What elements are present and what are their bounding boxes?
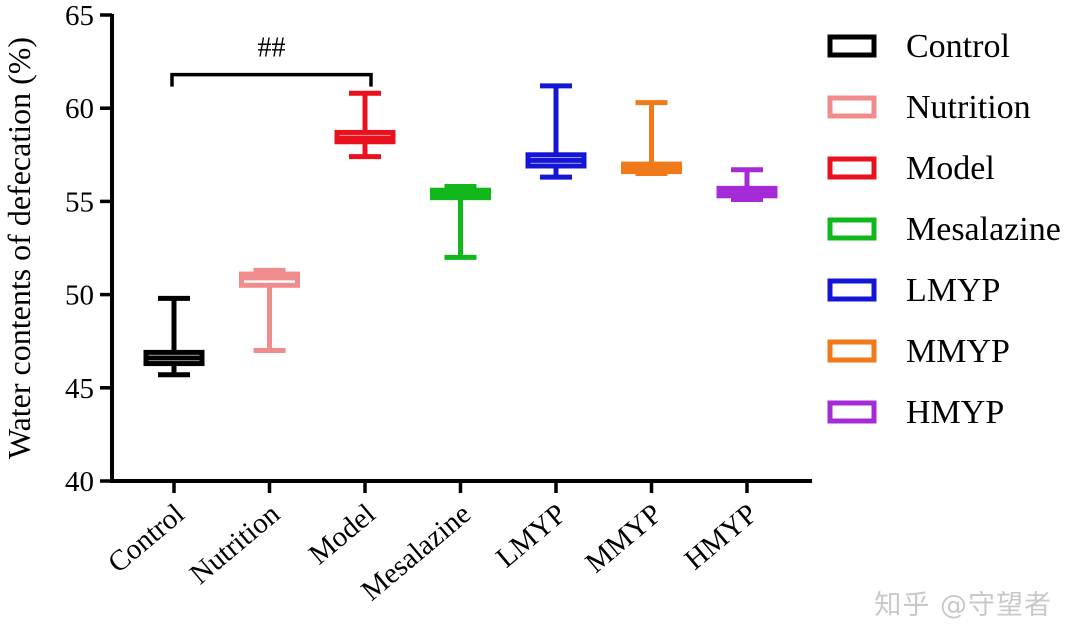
box-control [143,295,205,378]
bracket-line [170,72,373,87]
box-mesalazine [430,183,491,260]
axes: 40 45 50 55 60 65 Water contents of defecation… [1,0,812,607]
legend-swatch [827,34,877,58]
legend-label: LMYP [906,272,1000,309]
y-tick-label: 55 [65,186,94,218]
legend-label: Model [906,150,995,187]
significance-label: ## [258,33,286,64]
significance-bracket: ## [170,33,373,87]
y-axis-title: Water contents of defecation (%) [1,37,37,459]
y-tick-label: 40 [65,466,94,498]
x-tick-label: Control [102,498,190,579]
box-model [334,90,396,160]
legend-label: MMYP [906,333,1010,370]
y-tick-label: 60 [65,93,94,125]
legend-label: HMYP [906,394,1004,431]
legend-item-hmyp: HMYP [827,394,1004,431]
legend: Control Nutrition Model Mesalazine LMYP MMYP H… [827,28,1061,431]
legend-item-nutrition: Nutrition [827,89,1031,126]
box-nutrition [239,267,300,354]
box-mmyp [621,100,682,176]
legend-swatch [827,217,877,241]
legend-item-lmyp: LMYP [827,272,1000,309]
legend-swatch [827,339,877,363]
legend-swatch [827,400,877,424]
legend-label: Nutrition [906,89,1031,126]
legend-item-model: Model [827,150,995,187]
x-tick-label: HMYP [679,498,764,576]
legend-swatch [827,156,877,180]
legend-item-control: Control [827,28,1010,65]
x-tick-label: LMYP [490,498,572,574]
y-tick-label: 50 [65,280,94,312]
box-lmyp [525,83,587,180]
x-tick-label: MMYP [580,498,668,580]
legend-item-mmyp: MMYP [827,333,1010,370]
y-tick-label: 45 [65,373,94,405]
legend-label: Control [906,28,1010,65]
y-tick-label: 65 [65,0,94,32]
box-series [143,83,778,378]
legend-item-mesalazine: Mesalazine [827,211,1061,248]
x-tick-label: Nutrition [184,498,286,591]
box-hmyp [716,167,778,203]
x-tick-label: Model [303,498,382,571]
watermark: 知乎 @守望者 [874,590,1052,621]
legend-swatch [827,278,877,302]
legend-swatch [827,95,877,119]
legend-label: Mesalazine [906,211,1061,248]
